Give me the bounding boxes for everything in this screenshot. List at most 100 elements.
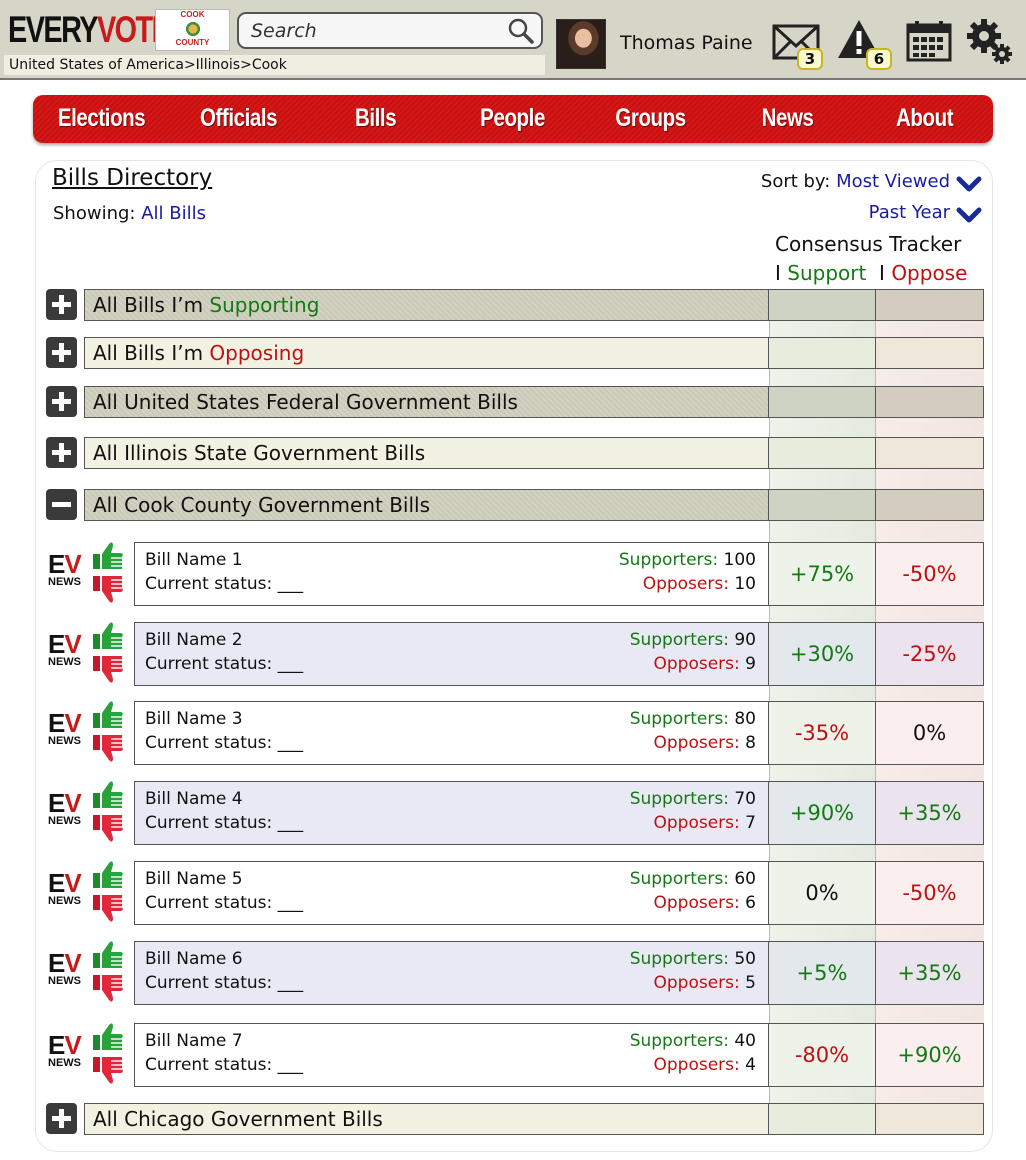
bill-row[interactable]: EV NEWS Bill Name 3 Current status: ___ Supp…	[46, 701, 984, 765]
thumbs-down-icon	[93, 815, 123, 842]
bill-supporters: Supporters: 50	[629, 949, 756, 969]
showing-value-link[interactable]: All Bills	[141, 203, 206, 224]
gear-icon[interactable]	[966, 18, 1014, 66]
group-label[interactable]: All Illinois State Government Bills	[84, 437, 769, 469]
vote-thumbs-icon[interactable]	[91, 1021, 125, 1087]
showing-filter: Showing: All Bills	[53, 203, 206, 224]
expand-plus-icon[interactable]	[46, 437, 77, 468]
nav-elections[interactable]: Elections	[57, 104, 146, 132]
bill-card[interactable]: Bill Name 6 Current status: ___ Supporters…	[134, 941, 769, 1005]
bill-status: Current status: ___	[145, 973, 304, 993]
group-city[interactable]: All Chicago Government Bills	[46, 1103, 984, 1135]
bill-status: Current status: ___	[145, 654, 304, 674]
bill-card[interactable]: Bill Name 4 Current status: ___ Supporters…	[134, 781, 769, 845]
timeframe-chevron-down-icon[interactable]	[956, 206, 982, 224]
ev-news-icon[interactable]: EV NEWS	[48, 629, 82, 668]
bill-name[interactable]: Bill Name 4	[145, 789, 243, 809]
expand-plus-icon[interactable]	[46, 1103, 77, 1134]
expand-plus-icon[interactable]	[46, 386, 77, 417]
group-federal[interactable]: All United States Federal Government Bil…	[46, 386, 984, 418]
bill-row[interactable]: EV NEWS Bill Name 2 Current status: ___ Supp…	[46, 622, 984, 686]
thumbs-down-icon	[93, 656, 123, 683]
group-county[interactable]: All Cook County Government Bills	[46, 489, 984, 521]
group-label[interactable]: All Bills I’m Supporting	[84, 289, 769, 321]
nav-people[interactable]: People	[480, 104, 546, 132]
bill-card[interactable]: Bill Name 7 Current status: ___ Supporters…	[134, 1023, 769, 1087]
group-label[interactable]: All Cook County Government Bills	[84, 489, 769, 521]
bill-opposers: Opposers: 7	[653, 813, 757, 833]
bill-row[interactable]: EV NEWS Bill Name 4 Current status: ___ Supp…	[46, 781, 984, 845]
bill-supporters: Supporters: 100	[618, 550, 756, 570]
search-icon[interactable]	[507, 17, 535, 45]
group-state[interactable]: All Illinois State Government Bills	[46, 437, 984, 469]
ev-news-icon[interactable]: EV NEWS	[48, 948, 82, 987]
bill-support-consensus: +90%	[769, 781, 875, 845]
ev-news-icon[interactable]: EV NEWS	[48, 549, 82, 588]
group-supporting[interactable]: All Bills I’m Supporting	[46, 289, 984, 321]
expand-plus-icon[interactable]	[46, 337, 77, 368]
bill-row[interactable]: EV NEWS Bill Name 6 Current status: ___ Supp…	[46, 941, 984, 1005]
expand-plus-icon[interactable]	[46, 289, 77, 320]
bill-row[interactable]: EV NEWS Bill Name 5 Current status: ___ Supp…	[46, 861, 984, 925]
bill-support-consensus: 0%	[769, 861, 875, 925]
cook-county-logo[interactable]: COOK COUNTY	[155, 9, 230, 51]
legend-oppose: Oppose	[891, 261, 968, 285]
ev-news-icon[interactable]: EV NEWS	[48, 868, 82, 907]
ev-news-icon[interactable]: EV NEWS	[48, 1030, 82, 1069]
avatar[interactable]	[556, 19, 606, 69]
nav-officials[interactable]: Officials	[200, 104, 278, 132]
bill-row[interactable]: EV NEWS Bill Name 7 Current status: ___ Supp…	[46, 1023, 984, 1087]
vote-thumbs-icon[interactable]	[91, 939, 125, 1005]
vote-thumbs-icon[interactable]	[91, 540, 125, 606]
bill-opposers: Opposers: 8	[653, 733, 757, 753]
bill-card[interactable]: Bill Name 2 Current status: ___ Supporters…	[134, 622, 769, 686]
ev-news-icon[interactable]: EV NEWS	[48, 788, 82, 827]
group-label[interactable]: All Bills I’m Opposing	[84, 337, 769, 369]
location-breadcrumb[interactable]: United States of America>Illinois>Cook	[4, 55, 545, 75]
group-support-cell	[769, 337, 875, 369]
bill-name[interactable]: Bill Name 3	[145, 709, 243, 729]
thumbs-down-icon	[93, 735, 123, 762]
bill-name[interactable]: Bill Name 2	[145, 630, 243, 650]
sort-chevron-down-icon[interactable]	[956, 175, 982, 193]
bill-card[interactable]: Bill Name 1 Current status: ___ Supporters…	[134, 542, 769, 606]
everyvote-logo[interactable]: EVERYVOTE	[8, 9, 171, 50]
group-oppose-cell	[875, 289, 984, 321]
group-label[interactable]: All Chicago Government Bills	[84, 1103, 769, 1135]
bill-support-consensus: -80%	[769, 1023, 875, 1087]
bill-name[interactable]: Bill Name 7	[145, 1031, 243, 1051]
thumbs-up-icon	[93, 701, 123, 728]
nav-news[interactable]: News	[761, 104, 814, 132]
thumbs-up-icon	[93, 1023, 123, 1050]
search-input[interactable]	[251, 18, 501, 44]
thumbs-up-icon	[93, 781, 123, 808]
bill-card[interactable]: Bill Name 3 Current status: ___ Supporters…	[134, 701, 769, 765]
vote-thumbs-icon[interactable]	[91, 859, 125, 925]
group-label[interactable]: All United States Federal Government Bil…	[84, 386, 769, 418]
bill-name[interactable]: Bill Name 6	[145, 949, 243, 969]
collapse-minus-icon[interactable]	[46, 489, 77, 520]
bill-card[interactable]: Bill Name 5 Current status: ___ Supporters…	[134, 861, 769, 925]
nav-groups[interactable]: Groups	[614, 104, 686, 132]
nav-about[interactable]: About	[895, 104, 954, 132]
vote-thumbs-icon[interactable]	[91, 779, 125, 845]
timeframe-value[interactable]: Past Year	[868, 202, 950, 223]
legend-divider-icon: I	[775, 261, 788, 285]
bill-name[interactable]: Bill Name 1	[145, 550, 243, 570]
calendar-icon[interactable]	[906, 20, 952, 62]
thumbs-down-icon	[93, 576, 123, 603]
bill-oppose-consensus: +35%	[875, 941, 984, 1005]
username[interactable]: Thomas Paine	[620, 32, 753, 54]
nav-bills[interactable]: Bills	[355, 104, 397, 132]
alerts-count-badge: 6	[866, 48, 892, 70]
ev-news-icon[interactable]: EV NEWS	[48, 708, 82, 747]
bill-oppose-consensus: -50%	[875, 861, 984, 925]
sort-by-value[interactable]: Most Viewed	[836, 171, 950, 192]
bill-row[interactable]: EV NEWS Bill Name 1 Current status: ___ Supp…	[46, 542, 984, 606]
vote-thumbs-icon[interactable]	[91, 699, 125, 765]
bill-opposers: Opposers: 9	[653, 654, 757, 674]
vote-thumbs-icon[interactable]	[91, 620, 125, 686]
group-opposing[interactable]: All Bills I’m Opposing	[46, 337, 984, 369]
bill-status: Current status: ___	[145, 1055, 304, 1075]
bill-name[interactable]: Bill Name 5	[145, 869, 243, 889]
